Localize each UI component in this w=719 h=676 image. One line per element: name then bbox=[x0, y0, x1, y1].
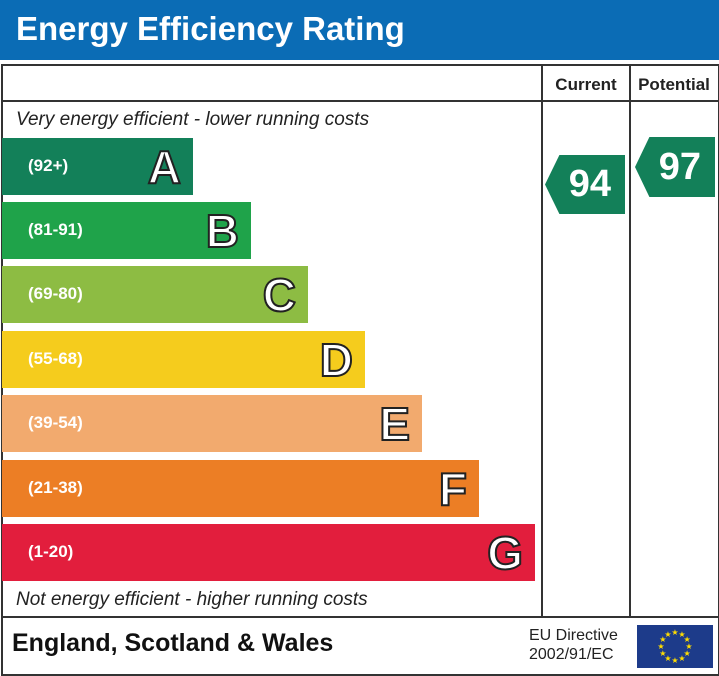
current-rating-arrow: 94 bbox=[545, 155, 625, 214]
band-bar-c: (69-80) C bbox=[2, 266, 308, 323]
band-range: (69-80) bbox=[28, 284, 83, 303]
star-icon: ★ bbox=[684, 635, 691, 644]
band-range: (1-20) bbox=[28, 542, 74, 561]
potential-rating-arrow: 97 bbox=[635, 137, 715, 197]
chart-title: Energy Efficiency Rating bbox=[16, 10, 405, 47]
band-bar-a: (92+) A bbox=[2, 138, 193, 195]
band-range: (21-38) bbox=[28, 478, 83, 497]
band-range: (55-68) bbox=[28, 349, 83, 368]
star-icon: ★ bbox=[664, 654, 671, 663]
star-icon: ★ bbox=[678, 630, 685, 639]
column-header-current: Current bbox=[555, 75, 617, 94]
eu-directive-line2: 2002/91/EC bbox=[529, 646, 614, 663]
band-letter: B bbox=[205, 204, 240, 258]
band-letter: C bbox=[262, 268, 297, 322]
band-bar-d: (55-68) D bbox=[2, 331, 365, 388]
eu-directive: EU Directive 2002/91/EC bbox=[529, 626, 618, 664]
band-letter: F bbox=[438, 462, 468, 516]
eu-flag-icon: ★ ★ ★ ★ ★ ★ ★ ★ ★ ★ ★ ★ bbox=[637, 625, 713, 668]
star-icon: ★ bbox=[657, 642, 664, 651]
band-bar-b: (81-91) B bbox=[2, 202, 251, 259]
bottom-note: Not energy efficient - higher running co… bbox=[16, 589, 368, 610]
region-label: England, Scotland & Wales bbox=[12, 629, 334, 657]
star-icon: ★ bbox=[659, 649, 666, 658]
band-letter: G bbox=[486, 526, 524, 580]
band-range: (39-54) bbox=[28, 413, 83, 432]
top-note: Very energy efficient - lower running co… bbox=[16, 109, 370, 130]
band-range: (81-91) bbox=[28, 220, 83, 239]
column-header-potential: Potential bbox=[638, 75, 710, 94]
star-icon: ★ bbox=[678, 654, 685, 663]
star-icon: ★ bbox=[685, 642, 692, 651]
band-letter: A bbox=[147, 140, 182, 194]
band-letter: D bbox=[319, 333, 354, 387]
band-bar-f: (21-38) F bbox=[2, 460, 479, 517]
star-icon: ★ bbox=[671, 628, 678, 637]
star-icon: ★ bbox=[671, 656, 678, 665]
header-row-divider bbox=[1, 100, 718, 102]
band-range: (92+) bbox=[28, 156, 69, 175]
band-bar-e: (39-54) E bbox=[2, 395, 422, 452]
column-divider bbox=[629, 64, 631, 618]
band-letter: E bbox=[378, 397, 411, 451]
star-icon: ★ bbox=[684, 649, 691, 658]
star-icon: ★ bbox=[659, 635, 666, 644]
header-bar bbox=[0, 0, 719, 60]
band-bar-g: (1-20) G bbox=[2, 524, 535, 581]
star-icon: ★ bbox=[664, 630, 671, 639]
column-divider bbox=[541, 64, 543, 618]
eu-directive-line1: EU Directive bbox=[529, 627, 618, 644]
footer-row-divider bbox=[1, 616, 718, 618]
